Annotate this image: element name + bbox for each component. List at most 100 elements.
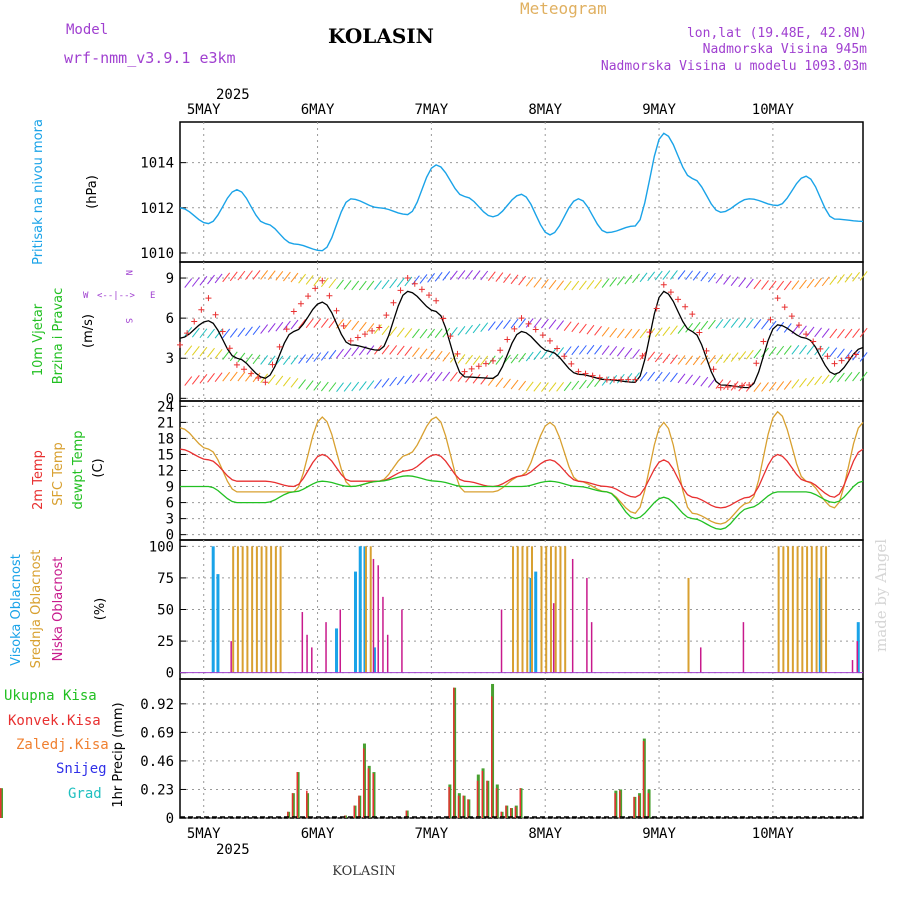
wind-arrow (571, 322, 580, 333)
wind-arrow (245, 353, 253, 364)
wind-arrow (313, 276, 322, 286)
wind-arrow (290, 378, 299, 388)
wind-arrow (237, 352, 246, 363)
y-tick-label: 0 (166, 811, 174, 827)
y-tick-label: 0 (166, 666, 174, 682)
footer-location: KOLASIN (332, 864, 395, 879)
wind-arrow (745, 349, 754, 360)
cloud-bar (586, 577, 588, 673)
cloud-bar (521, 546, 524, 673)
cloud-low-title: Niska Oblacnost (51, 557, 66, 662)
wind-arrow (677, 373, 686, 384)
gust-marker (475, 363, 482, 370)
wind-arrow (229, 371, 238, 382)
gust-marker (845, 354, 852, 361)
wind-arrow (859, 327, 868, 338)
wind-arrow (328, 382, 337, 392)
precip-total-bar (510, 808, 514, 818)
wind-arrow (821, 346, 830, 357)
wind-arrow (374, 280, 382, 290)
wind-arrow (320, 351, 329, 361)
cloud-bar (564, 546, 567, 673)
wind-arrow (427, 372, 435, 382)
precip-convective-bar (358, 795, 360, 818)
wind-arrow (563, 321, 572, 331)
y-tick-label: 25 (157, 634, 174, 650)
wind-arrow (715, 354, 724, 364)
wind-arrow (685, 374, 694, 385)
y-tick-label: 1010 (140, 246, 174, 262)
wind-arrow (525, 276, 534, 287)
wind-arrow (472, 323, 481, 334)
precip-convective-bar (476, 780, 479, 818)
tsfc-title: SFC Temp (51, 442, 66, 506)
wind-arrow (222, 371, 231, 382)
gust-marker (248, 370, 255, 377)
precip-convective-bar (481, 770, 484, 818)
wind-arrow (267, 323, 276, 333)
wind-arrow (685, 270, 694, 281)
wind-arrow (654, 327, 663, 338)
wind-arrow (616, 346, 625, 357)
gust-marker (184, 330, 191, 337)
wind-arrow (670, 325, 678, 336)
wind-arrow (487, 321, 496, 331)
day-label-bottom: 5MAY (187, 826, 221, 842)
wind-arrow (305, 275, 314, 285)
wind-arrow (442, 327, 451, 338)
wind-arrow (692, 321, 701, 332)
wind-arrow (829, 347, 838, 358)
wind-arrow (343, 347, 352, 358)
y-tick-label: 18 (157, 431, 174, 447)
wind-arrow (457, 372, 466, 382)
wind-arrow (829, 275, 838, 285)
wind-arrow (305, 318, 314, 329)
cloud-bar (549, 546, 552, 673)
cloud-bar (325, 622, 327, 673)
cloud-bar (552, 603, 555, 673)
gust-marker (354, 334, 361, 341)
compass-s: S (123, 318, 133, 323)
day-label-top: 10MAY (752, 102, 795, 118)
wind-arrow (730, 318, 739, 328)
wind-arrow (290, 319, 299, 330)
y-tick-label: 0 (166, 391, 174, 407)
temp-unit: (C) (91, 458, 106, 477)
day-label-top: 5MAY (187, 102, 221, 118)
gust-marker (461, 368, 468, 375)
wind-arrow (533, 278, 542, 288)
cloud-bar (372, 558, 375, 673)
wind-arrow (624, 328, 633, 339)
wind-arrow (715, 273, 724, 284)
wind-arrow (510, 353, 519, 364)
cloud-bar (856, 641, 859, 673)
gust-marker (817, 345, 824, 352)
sfc-temp-line (179, 410, 864, 525)
wind-arrow (647, 271, 656, 282)
wind-arrow (366, 345, 375, 355)
wind-arrow (624, 274, 633, 285)
wind-arrow (783, 345, 792, 355)
top-year-label: 2025 (216, 87, 250, 103)
wind-arrow (738, 277, 747, 288)
compass-rose: N W E S <--|--> (83, 270, 155, 323)
compass-arrows: <--|--> (97, 291, 136, 301)
cloud-bar (777, 546, 780, 673)
gust-marker (233, 361, 240, 368)
gust-marker (369, 327, 376, 334)
cloud-bar (742, 622, 745, 673)
wind-arrow (715, 318, 724, 329)
wind-arrow (396, 277, 405, 288)
wind-arrow (404, 346, 413, 357)
wind-arrow (753, 382, 762, 392)
cloud-bar (335, 628, 339, 673)
wind-arrow (821, 328, 830, 338)
wind-arrow (586, 378, 595, 389)
cloud-bar (274, 546, 277, 673)
wind-arrow (556, 382, 564, 392)
wind-arrow (381, 378, 390, 388)
gust-marker (554, 345, 561, 352)
wind-arrow (184, 345, 193, 356)
wind-arrow (541, 318, 549, 329)
gust-marker (596, 374, 603, 381)
